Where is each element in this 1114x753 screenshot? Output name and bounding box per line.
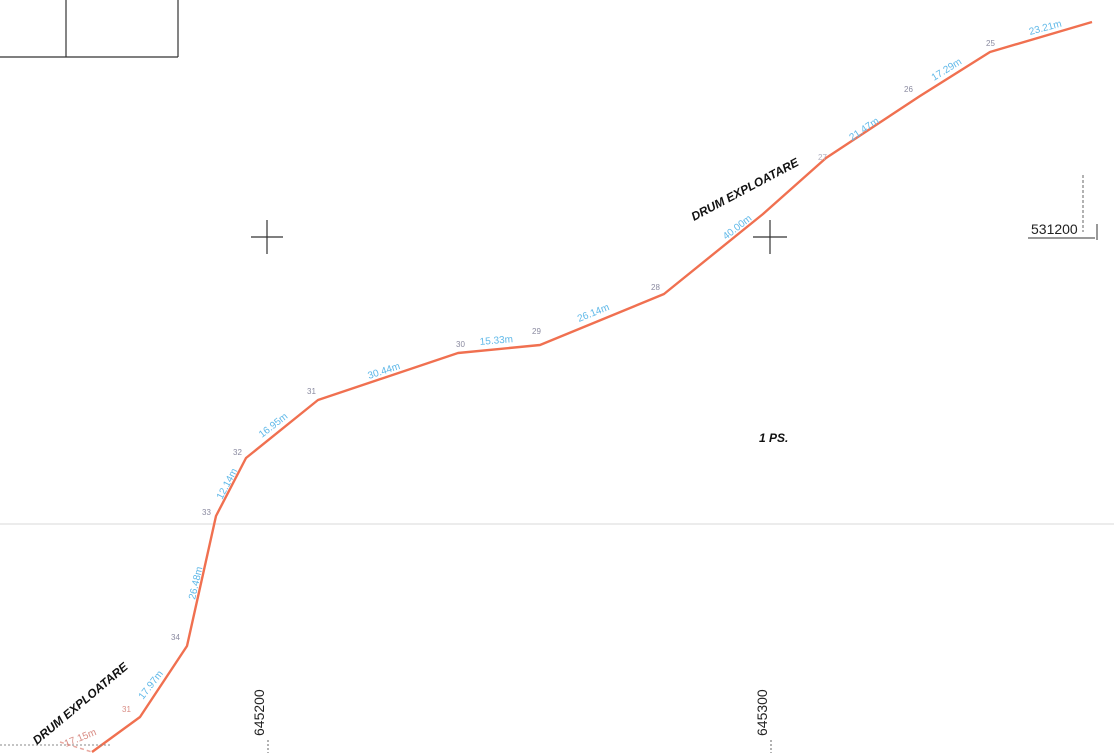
segment-length-9: 40.00m — [721, 213, 754, 242]
vertex-number: 30 — [456, 340, 465, 349]
grid-coordinate-645300: 645300 — [754, 689, 770, 736]
vertex-number: 27 — [818, 153, 827, 162]
segment-length-10: 21.47m — [848, 116, 882, 144]
lower-road-edge — [59, 741, 93, 753]
vertex-number: 33 — [202, 508, 211, 517]
title-block-fragment — [0, 0, 179, 58]
vertex-number: 28 — [651, 283, 660, 292]
segment-length-3: 26.48m — [187, 566, 205, 601]
grid-coordinate-531200: 531200 — [1031, 221, 1078, 237]
grid-coordinate-645200: 645200 — [251, 689, 267, 736]
vertex-number: 31 — [307, 387, 316, 396]
parcel-label: 1 PS. — [759, 431, 788, 445]
segment-length-1: 17.15m — [63, 727, 98, 750]
vertex-number: 31 — [122, 705, 131, 714]
parcel-boundary-line — [91, 20, 1093, 753]
segment-length-4: 12.14m — [215, 467, 240, 502]
vertex-number: 25 — [986, 39, 995, 48]
vertex-number: 34 — [171, 633, 180, 642]
road-label-upper: DRUM EXPLOATARE — [689, 155, 802, 224]
grid-tick-531200 — [1028, 175, 1098, 240]
segment-length-7: 15.33m — [479, 334, 513, 348]
grid-cross-right — [753, 220, 787, 254]
segment-length-8: 26.14m — [576, 302, 611, 325]
vertex-number: 26 — [904, 85, 913, 94]
grid-cross-left — [251, 220, 283, 254]
vertex-number: 29 — [532, 327, 541, 336]
vertex-number: 32 — [233, 448, 242, 457]
